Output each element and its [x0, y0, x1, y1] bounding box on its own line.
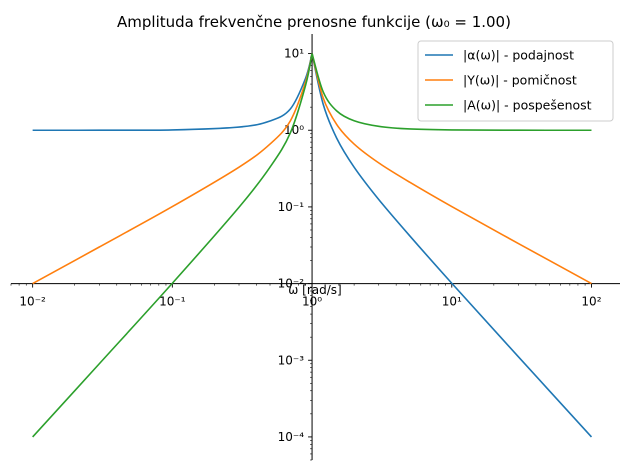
legend: |α(ω)| - podajnost |Y(ω)| - pomičnost |A(ω…: [417, 40, 614, 122]
y-tick-label: 10⁻³: [278, 353, 305, 367]
x-tick-label: 10⁰: [302, 295, 322, 309]
chart-title: Amplituda frekvenčne prenosne funkcije (…: [117, 13, 511, 31]
series-line-2: [32, 53, 592, 285]
series-line-3: [32, 53, 592, 438]
y-tick-label: 10⁰: [284, 123, 304, 137]
x-tick-label: 10²: [581, 295, 601, 309]
legend-label: |A(ω)| - pospešenost: [463, 98, 592, 113]
legend-label: |Y(ω)| - pomičnost: [463, 73, 577, 88]
y-tick-label: 10¹: [284, 47, 304, 61]
y-tick-label: 10⁻¹: [278, 200, 305, 214]
x-tick-label: 10⁻¹: [159, 295, 186, 309]
x-axis-label: ω [rad/s]: [288, 283, 341, 297]
legend-box: [417, 40, 614, 122]
x-tick-label: 10¹: [442, 295, 462, 309]
legend-label: |α(ω)| - podajnost: [463, 48, 574, 63]
y-tick-label: 10⁻²: [278, 277, 305, 291]
series-line-1: [32, 53, 593, 438]
x-tick-label: 10⁻²: [19, 295, 46, 309]
x-axis-ticks: 10⁻² 10⁻¹ 10⁰ 10¹ 10²: [10, 283, 602, 309]
y-axis-ticks: 10¹ 10⁰ 10⁻¹ 10⁻² 10⁻³ 10⁻⁴: [278, 47, 313, 461]
y-tick-label: 10⁻⁴: [278, 430, 305, 444]
series-layer: [32, 53, 593, 438]
